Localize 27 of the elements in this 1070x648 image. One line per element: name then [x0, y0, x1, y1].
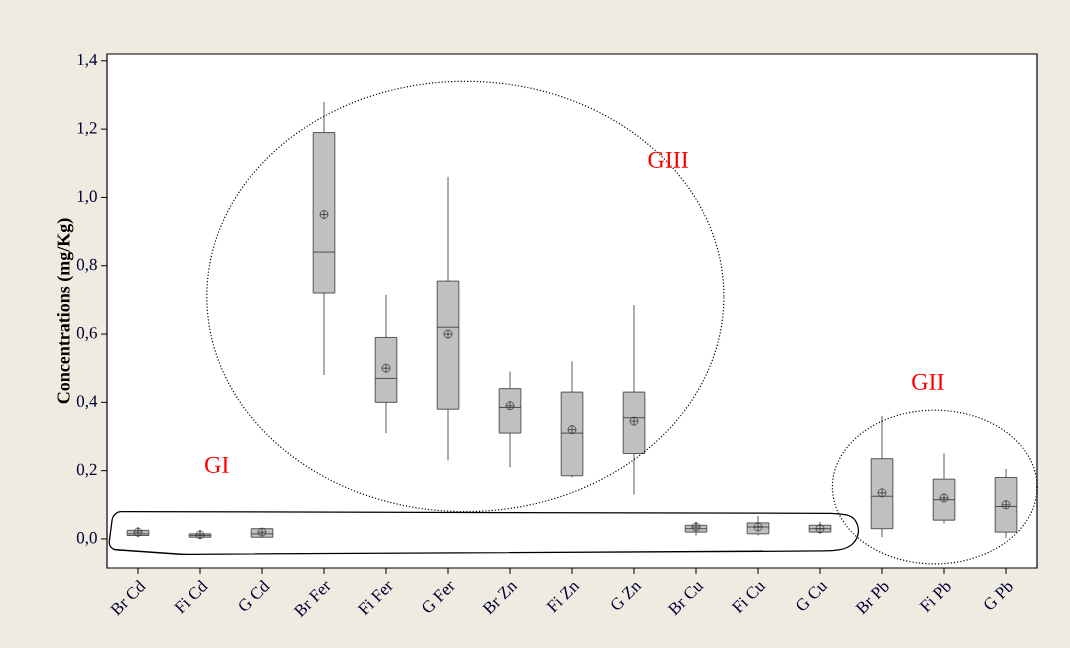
- y-tick-label: 1,4: [77, 53, 98, 68]
- annotation: GIII: [648, 151, 688, 168]
- x-tick-label: Fi Cd: [173, 579, 209, 614]
- x-tick-label: G Cu: [796, 582, 828, 611]
- x-tick-label: Fi Fer: [357, 581, 393, 616]
- y-axis-title: Concentrations (mg/Kg): [56, 218, 74, 404]
- y-tick-label: 0,4: [76, 395, 98, 410]
- x-tick-label: G Zn: [611, 582, 642, 610]
- x-tick-label: Br Pb: [855, 583, 889, 615]
- x-tick-label: Fi Pb: [919, 583, 951, 613]
- x-tick-label: Fi Zn: [546, 582, 580, 613]
- y-tick-label: 0,6: [76, 327, 97, 341]
- x-tick-label: G Fer: [422, 581, 455, 613]
- y-tick-label: 0,2: [76, 463, 97, 478]
- annotation: GII: [912, 373, 944, 390]
- y-tick-label: 1,2: [77, 122, 97, 137]
- x-tick-label: G Pb: [984, 583, 1013, 610]
- x-tick-label: Fi Cu: [731, 582, 766, 614]
- y-tick-label: 0,0: [76, 531, 97, 546]
- annotation: GI: [205, 456, 229, 473]
- y-tick-label: 0,8: [76, 258, 97, 273]
- x-tick-label: Br Cd: [109, 579, 147, 617]
- y-tick-label: 1,0: [77, 190, 97, 205]
- x-tick-label: G Cd: [239, 579, 271, 611]
- x-tick-label: Br Fer: [293, 581, 331, 618]
- x-tick-label: Br Zn: [481, 582, 518, 615]
- x-tick-label: Br Cu: [667, 582, 704, 616]
